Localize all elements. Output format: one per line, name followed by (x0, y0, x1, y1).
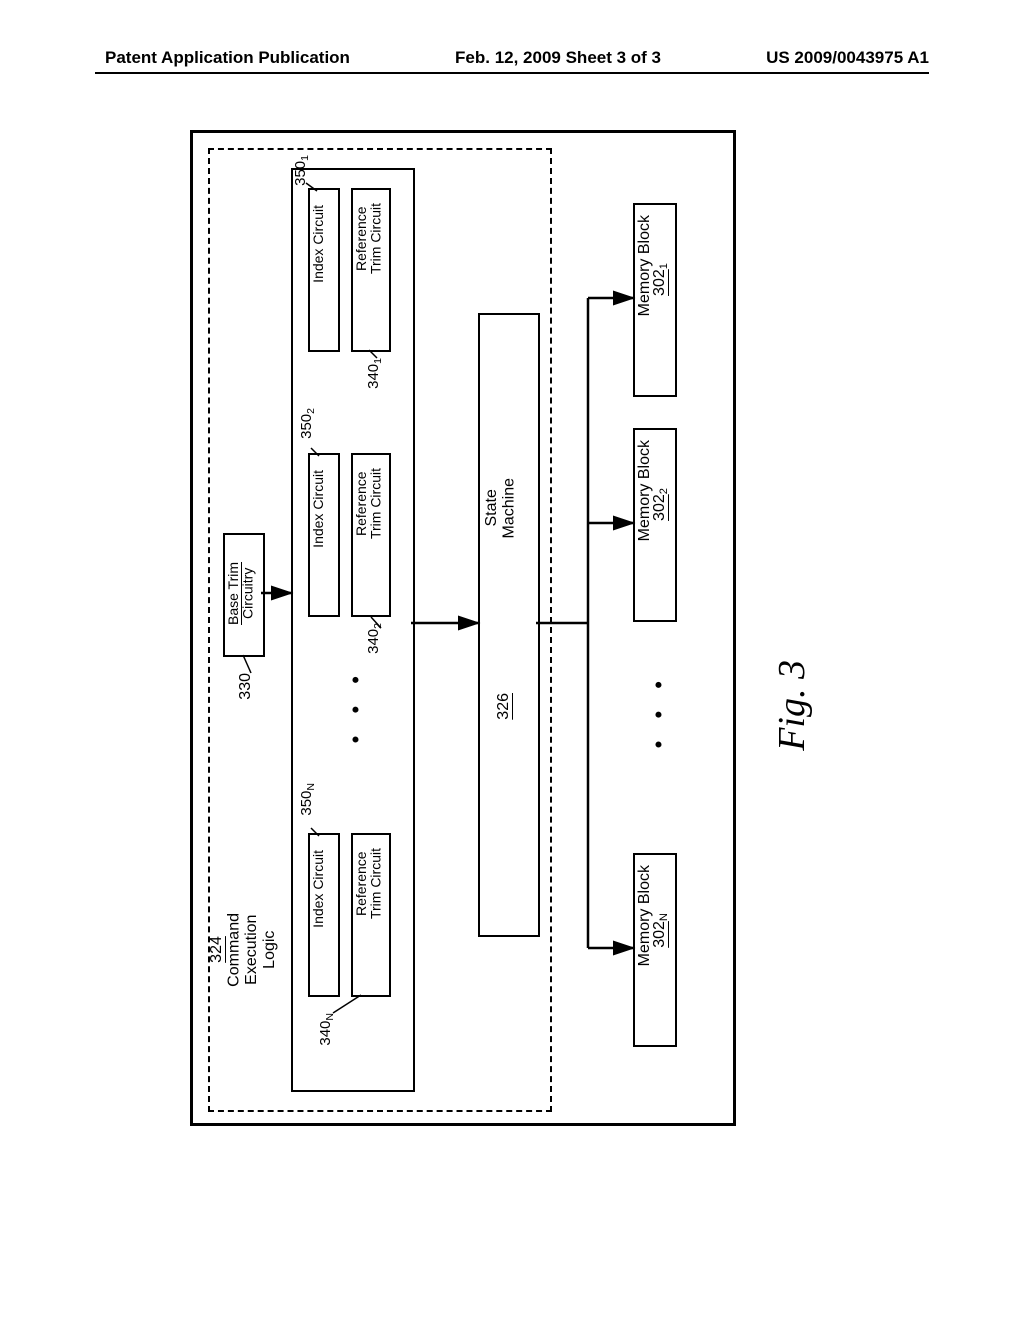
state-machine-ref: 326 (495, 693, 513, 720)
memory-block-2-ref: 3022 (651, 488, 671, 521)
ref-340-1: 3401 (366, 358, 385, 389)
command-exec-logic-label: 324 CommandExecutionLogic (208, 913, 262, 987)
index-circuit-n-label: Index Circuit (311, 850, 333, 928)
figure-outer-border: 324 CommandExecutionLogic Base TrimCircu… (190, 130, 736, 1126)
header-center: Feb. 12, 2009 Sheet 3 of 3 (455, 48, 661, 68)
state-machine-box (478, 313, 540, 937)
ref-350-1: 3501 (293, 155, 312, 186)
memory-block-n-ref: 302N (651, 913, 671, 948)
base-trim-ref: 330 (237, 673, 255, 700)
page: Patent Application Publication Feb. 12, … (0, 0, 1024, 1320)
index-circuit-2-label: Index Circuit (311, 470, 333, 548)
ref-350-2: 3502 (299, 408, 318, 439)
ref-trim-circuit-2-label: ReferenceTrim Circuit (354, 468, 384, 539)
base-trim-label: Base TrimCircuitry (226, 535, 258, 651)
figure-caption: Fig. 3 (770, 660, 814, 751)
ref-350-n: 350N (299, 783, 318, 816)
header-left: Patent Application Publication (105, 48, 350, 68)
ref-trim-circuit-1-label: ReferenceTrim Circuit (354, 203, 384, 274)
ref-trim-circuit-n-label: ReferenceTrim Circuit (354, 848, 384, 919)
state-machine-label: StateMachine (483, 478, 531, 538)
ref-340-n: 340N (318, 1013, 337, 1046)
header-rule (95, 72, 929, 74)
memory-ellipsis: • • • (646, 673, 672, 748)
index-circuit-1-label: Index Circuit (311, 205, 333, 283)
circuit-ellipsis: • • • (343, 668, 369, 743)
memory-block-1-ref: 3021 (651, 263, 671, 296)
page-header: Patent Application Publication Feb. 12, … (0, 48, 1024, 68)
header-right: US 2009/0043975 A1 (766, 48, 929, 68)
ref-340-2: 3402 (366, 623, 385, 654)
